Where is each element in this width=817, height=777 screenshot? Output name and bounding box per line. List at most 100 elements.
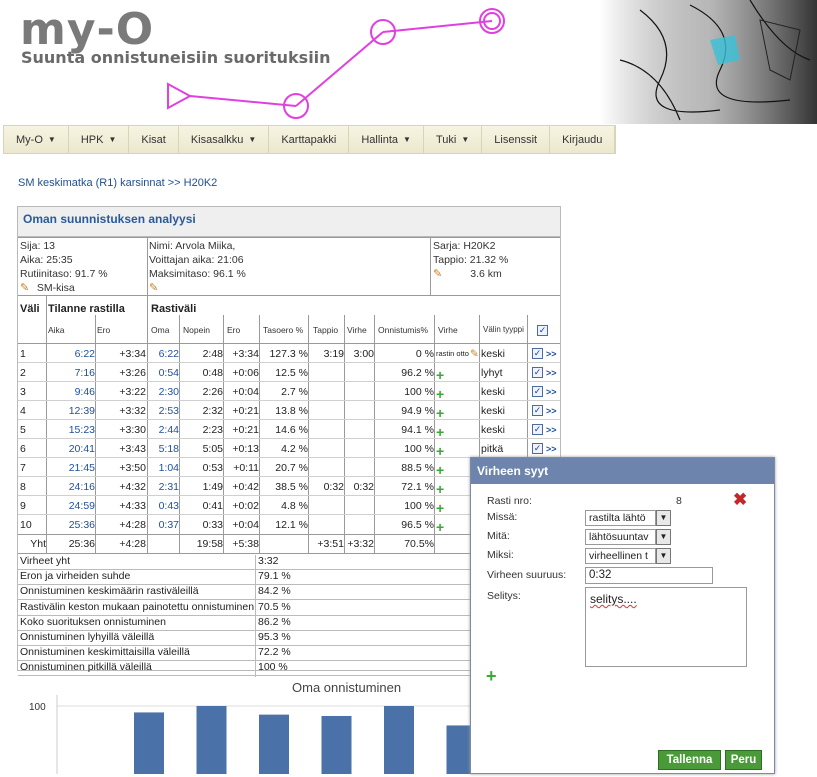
row-aika-cell[interactable]: 15:23 <box>68 424 95 436</box>
total-nopein: 19:58 <box>196 538 223 550</box>
row-checkbox[interactable]: ✓ <box>532 405 543 416</box>
caret-down-icon: ▼ <box>108 135 117 144</box>
save-button[interactable]: Tallenna <box>658 750 721 770</box>
row-aika-cell[interactable]: 21:45 <box>68 462 95 474</box>
row-oma-cell[interactable]: 0:54 <box>158 367 179 379</box>
expand-arrow-icon[interactable]: >> <box>546 349 557 359</box>
row-aika-cell[interactable]: 9:46 <box>74 386 95 398</box>
row-nopein-cell: 0:53 <box>202 462 223 474</box>
row-aika-cell[interactable]: 6:22 <box>74 348 95 360</box>
header-tilanne: Tilanne rastilla <box>48 303 125 315</box>
row-nopein-cell: 2:48 <box>202 348 223 360</box>
row-virhe-cell: 0:32 <box>353 481 374 493</box>
chevron-down-icon[interactable]: ▼ <box>656 510 671 526</box>
nav-item-my-o[interactable]: My-O ▼ <box>4 126 69 153</box>
subheader-col[interactable]: Välin tyyppi <box>483 325 524 334</box>
add-icon[interactable]: + <box>436 519 445 535</box>
pencil-icon[interactable]: ✎ <box>149 282 159 294</box>
pencil-icon[interactable]: ✎ <box>20 282 30 294</box>
cancel-button[interactable]: Peru <box>725 750 762 770</box>
pencil-icon[interactable]: ✎ <box>433 268 443 280</box>
expand-arrow-icon[interactable]: >> <box>546 368 557 378</box>
main-nav: My-O ▼ HPK ▼ Kisat Kisasalkku ▼ Karttapakki Hall… <box>3 125 617 154</box>
grid-line <box>430 237 431 295</box>
row-checkbox[interactable]: ✓ <box>532 367 543 378</box>
add-icon[interactable]: + <box>436 424 445 440</box>
time-text: Aika: 25:35 <box>20 254 73 266</box>
row-aika-cell[interactable]: 24:16 <box>68 481 95 493</box>
nav-item-kirjaudu[interactable]: Kirjaudu <box>550 126 616 153</box>
expand-arrow-icon[interactable]: >> <box>546 406 557 416</box>
row-oma-cell[interactable]: 5:18 <box>158 443 179 455</box>
nav-item-kisasalkku[interactable]: Kisasalkku ▼ <box>178 126 270 153</box>
chevron-down-icon[interactable]: ▼ <box>656 529 671 545</box>
row-oma-cell[interactable]: 2:30 <box>158 386 179 398</box>
row-oma-cell[interactable]: 2:53 <box>158 405 179 417</box>
why-select[interactable]: virheellinen t <box>585 548 656 564</box>
nav-item-karttapakki[interactable]: Karttapakki <box>269 126 350 153</box>
nav-item-hallinta[interactable]: Hallinta ▼ <box>349 126 424 153</box>
row-aika-cell[interactable]: 20:41 <box>68 443 95 455</box>
add-icon[interactable]: + <box>436 405 445 421</box>
row-nopein-cell: 2:32 <box>202 405 223 417</box>
error-reasons-dialog: Virheen syyt Rasti nro: 8 ✖ Missä: rasti… <box>470 457 775 774</box>
row-tappio-cell <box>308 516 344 534</box>
add-icon[interactable]: + <box>436 443 445 459</box>
add-icon[interactable]: + <box>436 367 445 383</box>
chevron-down-icon[interactable]: ▼ <box>656 548 671 564</box>
row-type-cell: keski <box>481 424 505 436</box>
subheader-col: Oma <box>151 325 170 335</box>
caret-down-icon: ▼ <box>248 135 257 144</box>
expand-arrow-icon[interactable]: >> <box>546 387 557 397</box>
row-tasoero-cell: 4.8 % <box>281 500 308 512</box>
nav-item-lisenssit[interactable]: Lisenssit <box>482 126 551 153</box>
grid-line <box>18 553 560 554</box>
class-details: Sarja: H20K2 Tappio: 21.32 % ✎ 3.6 km <box>433 239 508 281</box>
row-nopein-cell: 0:33 <box>202 519 223 531</box>
row-nopein-cell: 0:48 <box>202 367 223 379</box>
row-aika-cell[interactable]: 25:36 <box>68 519 95 531</box>
expand-arrow-icon[interactable]: >> <box>546 444 557 454</box>
expand-arrow-icon[interactable]: >> <box>546 425 557 435</box>
row-oma-cell[interactable]: 2:44 <box>158 424 179 436</box>
add-icon[interactable]: + <box>486 666 497 686</box>
close-icon[interactable]: ✖ <box>733 490 748 509</box>
nav-item-kisat[interactable]: Kisat <box>129 126 179 153</box>
nav-item-hpk[interactable]: HPK ▼ <box>68 126 130 153</box>
add-icon[interactable]: + <box>436 462 445 478</box>
add-icon[interactable]: + <box>436 481 445 497</box>
site-logo[interactable]: my-O <box>20 4 155 55</box>
row-oma-cell[interactable]: 0:37 <box>158 519 179 531</box>
row-aika-cell[interactable]: 7:16 <box>74 367 95 379</box>
explanation-textarea[interactable]: selitys.... <box>585 587 747 667</box>
row-onn-cell: 96.5 % <box>401 519 434 531</box>
stat-divider <box>18 599 560 601</box>
row-oma-cell[interactable]: 2:31 <box>158 481 179 493</box>
pencil-icon[interactable]: ✎ <box>470 348 479 360</box>
breadcrumb[interactable]: SM keskimatka (R1) karsinnat >> H20K2 <box>18 177 218 189</box>
row-oma-cell[interactable]: 0:43 <box>158 500 179 512</box>
row-checkbox[interactable]: ✓ <box>532 424 543 435</box>
nav-item-tuki[interactable]: Tuki ▼ <box>423 126 483 153</box>
stat-value: 72.2 % <box>258 646 291 659</box>
row-checkbox[interactable]: ✓ <box>532 348 543 359</box>
row-onn-cell: 88.5 % <box>401 462 434 474</box>
competition-type: SM-kisa <box>36 282 75 294</box>
row-checkbox[interactable]: ✓ <box>532 443 543 454</box>
add-icon[interactable]: + <box>436 500 445 516</box>
row-checkbox[interactable]: ✓ <box>532 386 543 397</box>
row-n-cell: 7 <box>20 462 26 474</box>
row-oma-cell[interactable]: 6:22 <box>158 348 179 360</box>
add-icon[interactable]: + <box>436 386 445 402</box>
row-tasoero-cell: 13.8 % <box>275 405 308 417</box>
row-oma-cell[interactable]: 1:04 <box>158 462 179 474</box>
row-aika-cell[interactable]: 12:39 <box>68 405 95 417</box>
row-onn-cell: 100 % <box>404 500 434 512</box>
where-select[interactable]: rastilta lähtö <box>585 510 656 526</box>
grid-line <box>18 343 560 344</box>
error-size-input[interactable]: 0:32 <box>585 567 713 584</box>
header-checkbox[interactable]: ✓ <box>537 325 548 336</box>
grid-line <box>308 315 309 553</box>
what-select[interactable]: lähtösuuntav <box>585 529 656 545</box>
row-aika-cell[interactable]: 24:59 <box>68 500 95 512</box>
